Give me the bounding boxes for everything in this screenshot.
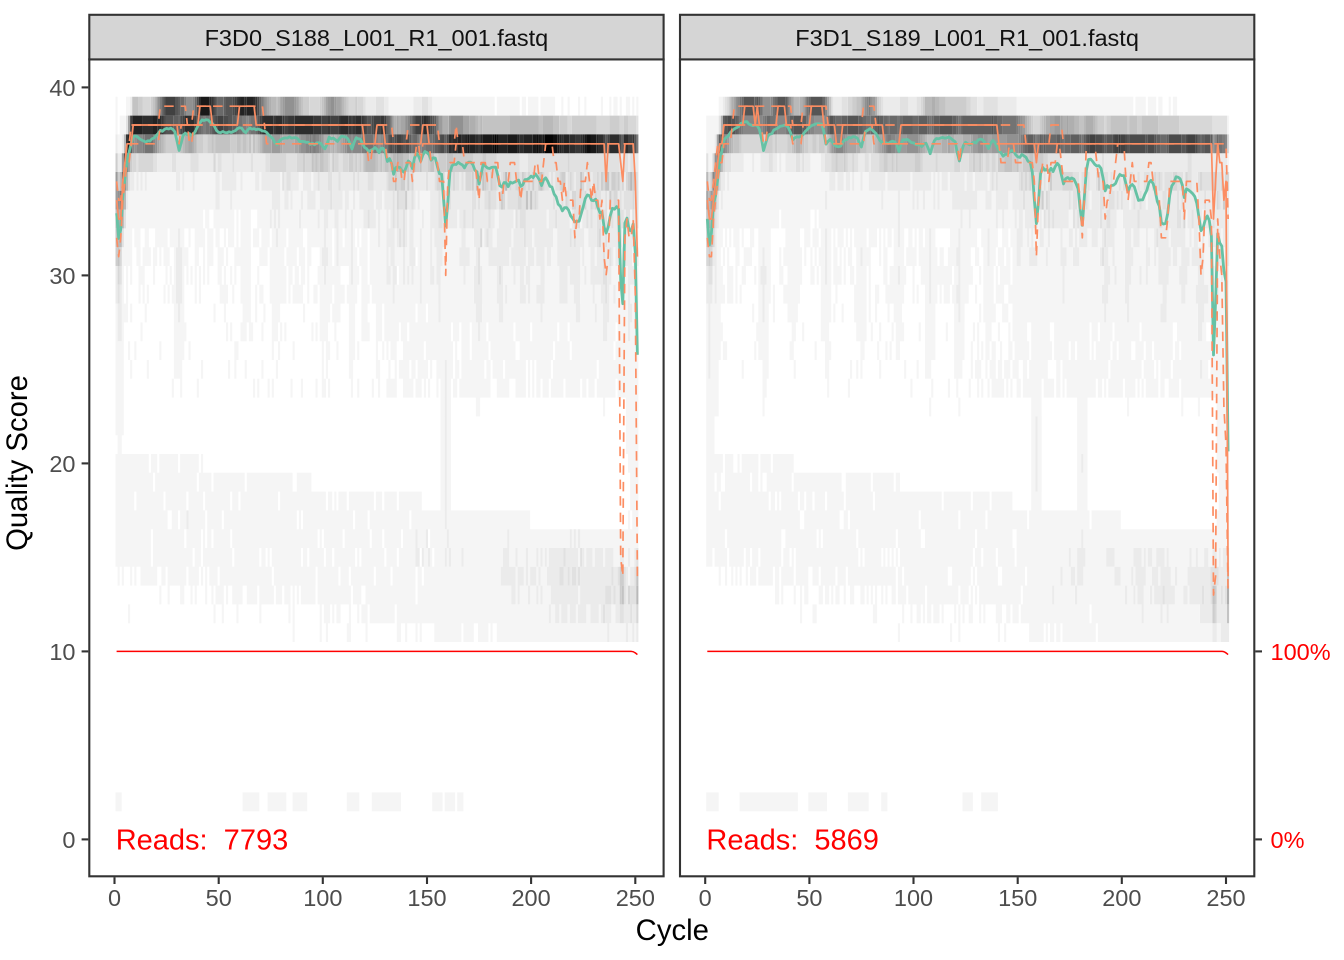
svg-text:100%: 100% [1271,639,1331,665]
svg-text:50: 50 [206,885,232,911]
svg-text:20: 20 [49,451,75,477]
svg-text:200: 200 [1102,885,1141,911]
svg-text:0: 0 [108,885,121,911]
svg-text:Quality Score: Quality Score [1,375,34,551]
svg-text:0%: 0% [1271,827,1305,853]
svg-text:0: 0 [62,827,75,853]
svg-text:100: 100 [303,885,342,911]
svg-text:30: 30 [49,263,75,289]
svg-text:50: 50 [796,885,822,911]
svg-text:Reads: 5869: Reads: 5869 [706,825,879,857]
svg-text:40: 40 [49,75,75,101]
svg-text:Cycle: Cycle [636,914,709,947]
svg-text:0: 0 [699,885,712,911]
svg-text:150: 150 [407,885,446,911]
svg-text:10: 10 [49,639,75,665]
svg-text:F3D0_S188_L001_R1_001.fastq: F3D0_S188_L001_R1_001.fastq [205,25,549,51]
svg-text:150: 150 [998,885,1037,911]
svg-text:100: 100 [894,885,933,911]
svg-text:F3D1_S189_L001_R1_001.fastq: F3D1_S189_L001_R1_001.fastq [795,25,1139,51]
svg-text:200: 200 [511,885,550,911]
svg-text:Reads: 7793: Reads: 7793 [116,825,289,857]
svg-text:250: 250 [616,885,655,911]
svg-text:250: 250 [1206,885,1245,911]
